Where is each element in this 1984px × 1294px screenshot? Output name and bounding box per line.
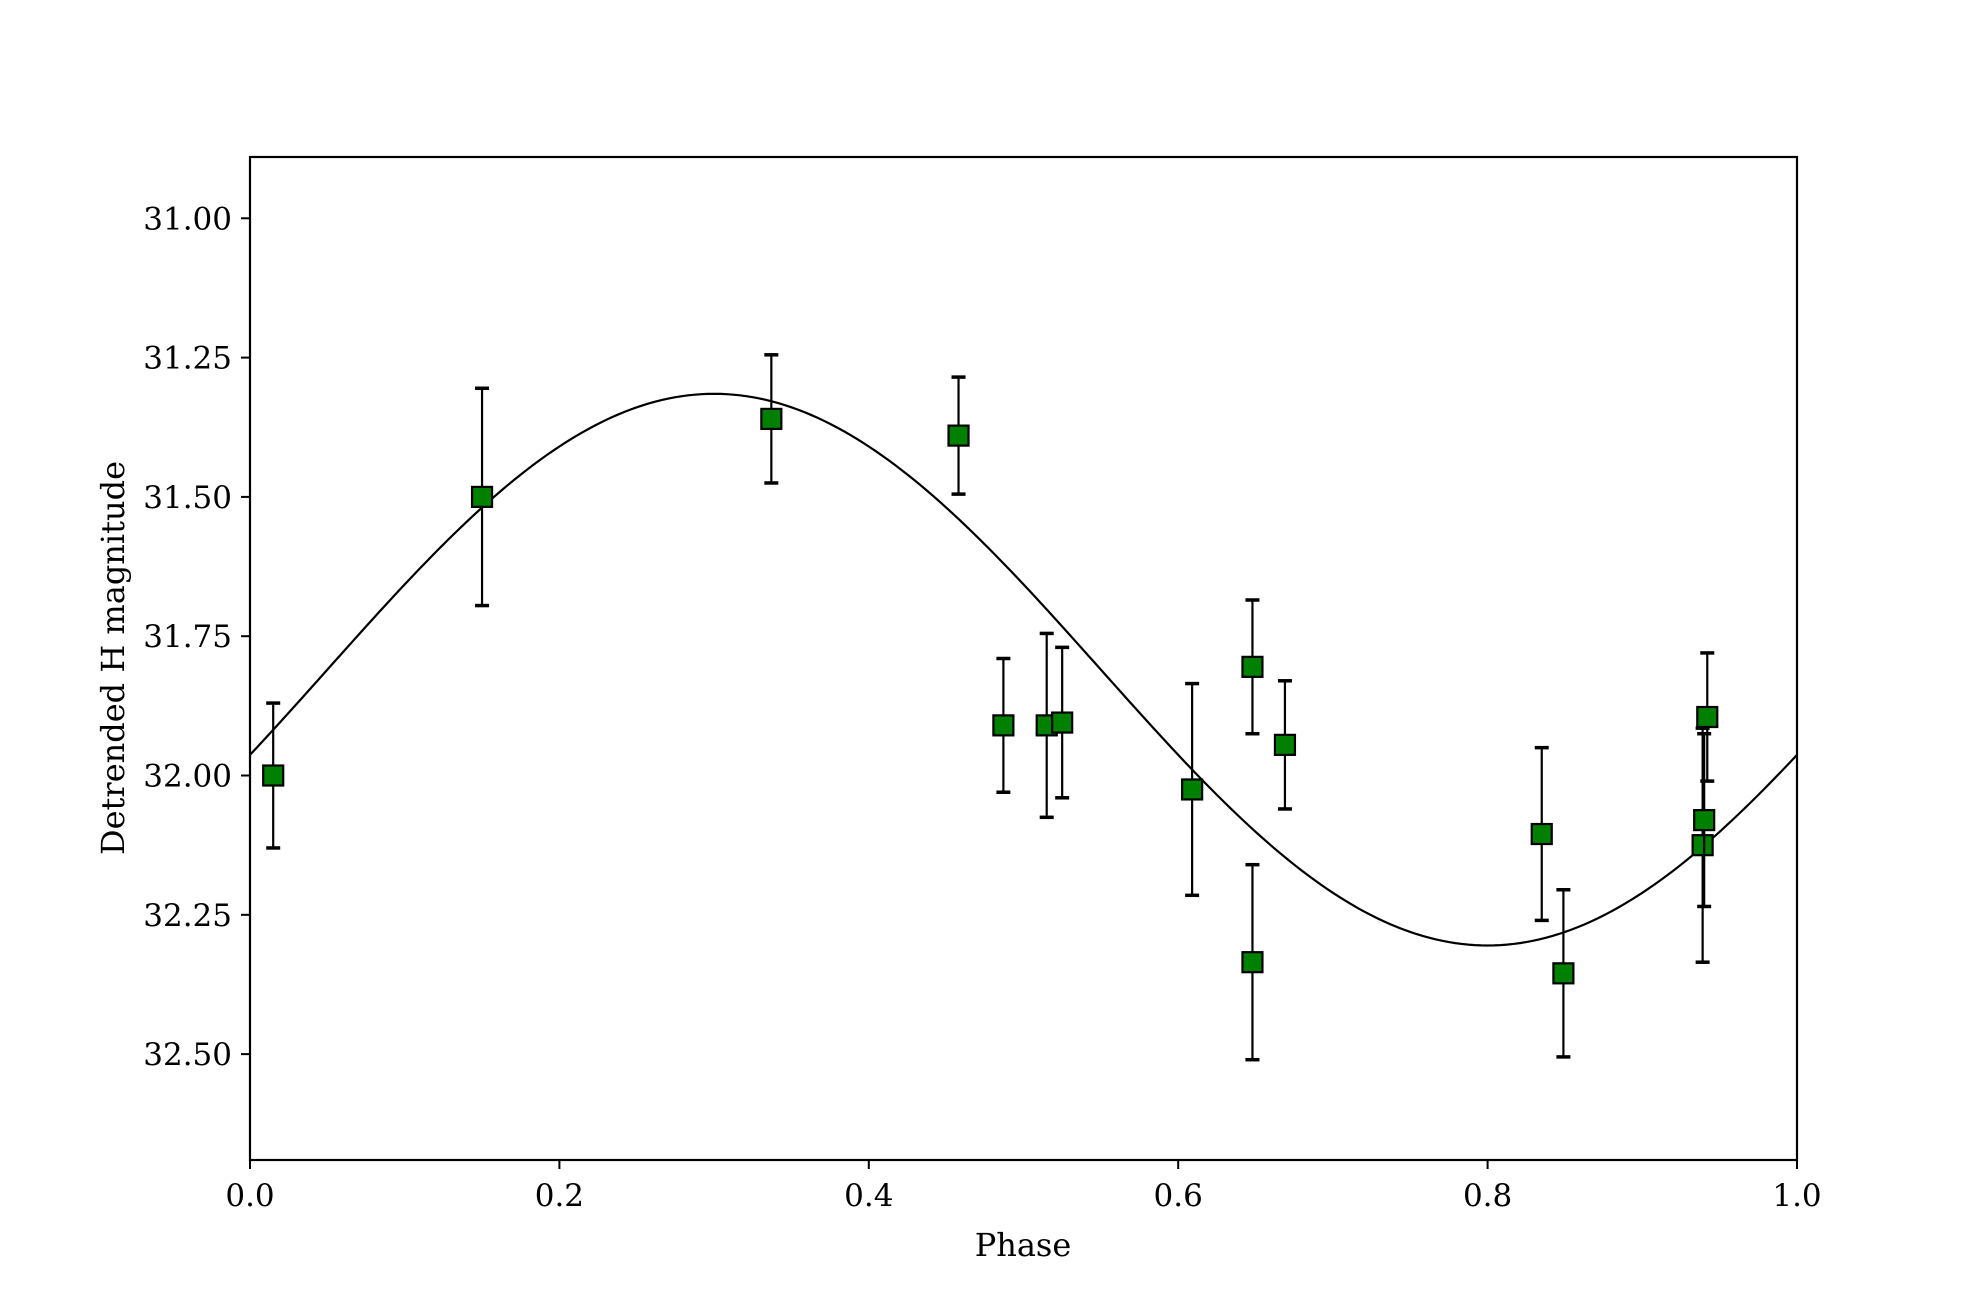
data-point: [470, 386, 494, 608]
data-marker: [1051, 711, 1074, 734]
axis-ticks-layer: 0.0 0.2 0.4 0.6 0.8 1.0 31.00 31.25 31.50 31.75 32…: [143, 201, 1821, 1214]
x-tick-label: 0.0: [225, 1178, 274, 1214]
data-point: [1051, 645, 1074, 800]
data-marker: [1241, 655, 1264, 678]
data-point: [1241, 598, 1264, 736]
data-marker: [1530, 822, 1553, 846]
data-point: [947, 375, 970, 496]
data-marker: [760, 407, 783, 430]
fit-curve: [249, 392, 1798, 947]
data-point: [992, 656, 1015, 794]
data-marker: [1696, 705, 1719, 729]
data-point: [1530, 745, 1553, 923]
data-marker: [1691, 834, 1714, 857]
data-points-layer: [262, 353, 1719, 1062]
data-marker: [1552, 962, 1575, 985]
x-tick-label: 0.8: [1463, 1178, 1512, 1214]
plot-frame: [248, 155, 1799, 1162]
x-tick-label: 0.2: [535, 1178, 584, 1214]
data-point: [1273, 679, 1297, 811]
data-point: [1696, 651, 1719, 783]
x-tick-label: 0.6: [1154, 1178, 1203, 1214]
y-tick-label: 32.00: [143, 759, 232, 795]
data-marker: [1241, 951, 1264, 974]
data-point: [1552, 887, 1575, 1059]
data-point: [760, 353, 783, 485]
y-tick-label: 31.00: [143, 201, 232, 237]
y-tick-label: 31.75: [143, 619, 232, 655]
x-tick-label: 1.0: [1772, 1178, 1821, 1214]
y-tick-label: 31.50: [143, 480, 232, 516]
data-marker: [1693, 808, 1716, 832]
fit-curve-layer: [249, 392, 1798, 947]
x-axis-label: Phase: [975, 1226, 1072, 1264]
y-tick-label: 32.50: [143, 1037, 232, 1073]
data-point: [1693, 731, 1716, 909]
data-point: [1181, 681, 1204, 898]
y-tick-label: 31.25: [143, 341, 232, 377]
y-tick-label: 32.25: [143, 898, 232, 934]
x-tick-label: 0.4: [844, 1178, 893, 1214]
y-axis-label: Detrended H magnitude: [94, 461, 132, 855]
data-marker: [992, 714, 1015, 737]
data-marker: [1181, 778, 1204, 801]
data-marker: [1273, 733, 1297, 756]
data-point: [1241, 862, 1264, 1062]
data-marker: [947, 424, 970, 447]
data-point: [1691, 726, 1714, 964]
data-point: [262, 701, 285, 850]
data-marker: [262, 764, 285, 787]
data-marker: [470, 485, 494, 509]
